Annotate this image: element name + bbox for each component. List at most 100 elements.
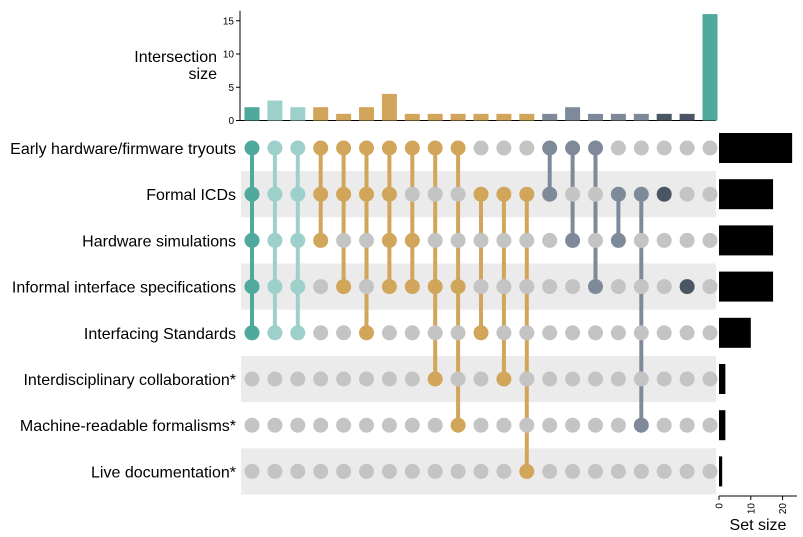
membership-dot-filled [381, 279, 397, 295]
membership-dot-empty [267, 417, 283, 433]
membership-dot-empty [473, 371, 489, 387]
membership-dot-empty [336, 463, 352, 479]
membership-dot-filled [519, 186, 535, 202]
membership-dot-empty [450, 463, 466, 479]
membership-dot-empty [679, 463, 695, 479]
intersection-bar [473, 113, 489, 121]
membership-dot-empty [359, 463, 374, 479]
intersection-bar [633, 113, 649, 121]
membership-dot-filled [244, 186, 260, 202]
membership-dot-filled [450, 417, 466, 433]
membership-dot-empty [588, 371, 603, 387]
membership-dot-filled [610, 232, 626, 248]
membership-dot-filled [610, 186, 626, 202]
membership-dot-empty [633, 279, 649, 295]
set-size-bars [719, 133, 793, 487]
membership-dot-empty [588, 186, 603, 202]
set-size-bar [719, 225, 774, 256]
membership-dot-empty [404, 417, 420, 433]
membership-dot-empty [519, 417, 535, 433]
intersection-bar [450, 113, 466, 121]
set-axis-title: Set size [730, 517, 787, 534]
membership-dot-empty [336, 371, 352, 387]
membership-dot-empty [633, 371, 649, 387]
membership-dot-empty [244, 463, 260, 479]
membership-dot-empty [702, 417, 718, 433]
membership-dot-empty [381, 463, 397, 479]
intersection-bar [313, 107, 329, 121]
intersection-bar [427, 113, 443, 121]
membership-dot-filled [336, 279, 352, 295]
membership-dot-empty [450, 325, 466, 341]
membership-dot-empty [359, 417, 374, 433]
membership-dot-empty [427, 325, 443, 341]
membership-dot-empty [610, 371, 626, 387]
membership-dot-empty [519, 232, 535, 248]
membership-dot-empty [679, 417, 695, 433]
intersection-bar [404, 113, 420, 121]
membership-dot-empty [542, 417, 558, 433]
membership-dot-empty [610, 417, 626, 433]
membership-dot-empty [702, 325, 718, 341]
membership-dot-empty [679, 140, 695, 156]
membership-dot-filled [633, 186, 649, 202]
membership-dot-empty [381, 371, 397, 387]
membership-dot-filled [290, 279, 306, 295]
membership-dot-empty [404, 325, 420, 341]
y-axis-title: Intersection [134, 49, 217, 66]
membership-dot-empty [336, 325, 352, 341]
membership-dot-filled [404, 279, 420, 295]
membership-dot-empty [496, 279, 512, 295]
membership-dot-empty [656, 325, 672, 341]
membership-dot-empty [336, 232, 352, 248]
membership-dot-filled [290, 186, 306, 202]
set-label: Informal interface specifications [12, 280, 236, 297]
membership-dot-empty [565, 463, 581, 479]
membership-dot-filled [290, 232, 306, 248]
intersection-bar [336, 113, 352, 121]
set-labels: Early hardware/firmware tryouts Formal IC… [10, 141, 236, 481]
membership-dot-filled [381, 186, 397, 202]
membership-dot-empty [679, 186, 695, 202]
membership-dot-empty [610, 463, 626, 479]
membership-dot-filled [290, 140, 306, 156]
intersection-bar [679, 113, 695, 121]
set-label: Formal ICDs [146, 187, 236, 204]
set-tick-label: 20 [778, 503, 789, 515]
membership-dot-filled [336, 186, 352, 202]
intersection-bar [656, 113, 672, 121]
membership-dot-empty [656, 232, 672, 248]
membership-dot-filled [244, 279, 260, 295]
membership-dot-empty [313, 279, 329, 295]
membership-dot-filled [267, 325, 283, 341]
membership-dot-filled [244, 232, 260, 248]
membership-dot-empty [610, 140, 626, 156]
membership-dot-empty [542, 232, 558, 248]
membership-dot-filled [565, 140, 581, 156]
membership-dot-empty [404, 186, 420, 202]
membership-dot-filled [473, 325, 489, 341]
membership-dot-empty [656, 417, 672, 433]
membership-dot-filled [359, 325, 374, 341]
membership-dot-empty [290, 417, 306, 433]
membership-dot-empty [702, 232, 718, 248]
membership-dot-empty [427, 232, 443, 248]
set-tick-label: 0 [715, 503, 726, 509]
intersection-bar [290, 107, 306, 121]
intersection-bar [702, 14, 718, 121]
y-tick-label: 5 [228, 83, 234, 94]
set-label: Hardware simulations [82, 233, 236, 250]
membership-dot-empty [313, 463, 329, 479]
membership-dot-filled [588, 140, 603, 156]
membership-dot-empty [313, 325, 329, 341]
set-label: Machine-readable formalisms* [20, 418, 236, 435]
set-size-bar [719, 364, 726, 394]
intersection-bar [496, 113, 512, 121]
membership-dot-empty [679, 325, 695, 341]
membership-dot-empty [404, 371, 420, 387]
membership-dot-empty [496, 463, 512, 479]
membership-dot-empty [290, 463, 306, 479]
membership-dot-empty [656, 279, 672, 295]
membership-dot-empty [313, 371, 329, 387]
